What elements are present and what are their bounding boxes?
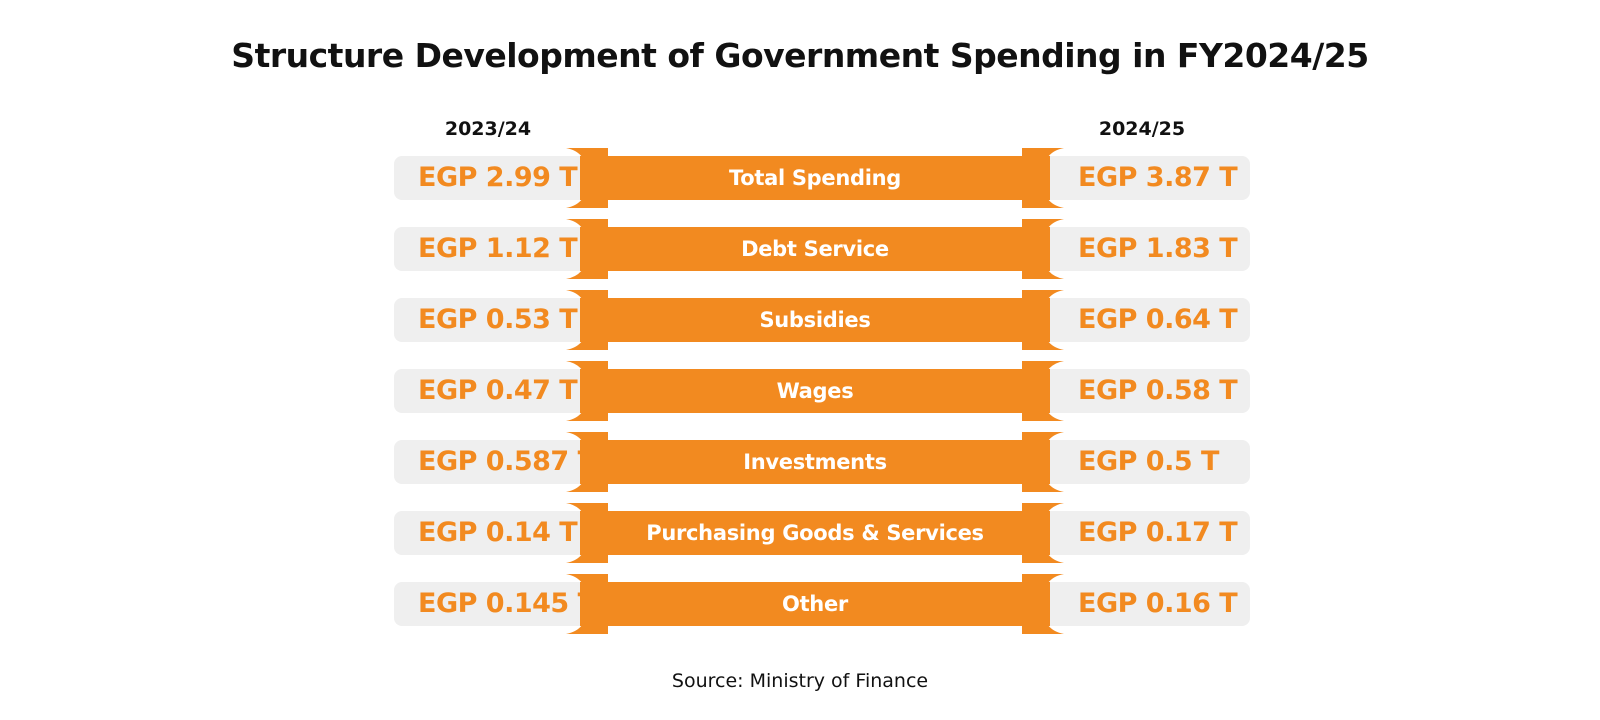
- band-end-cap-left: [566, 574, 608, 634]
- band-end-cap-left: [566, 219, 608, 279]
- category-band: [580, 440, 1050, 484]
- value-2024-25: EGP 0.5 T: [1078, 446, 1219, 477]
- category-band: [580, 582, 1050, 626]
- spending-row: EGP 1.12 T EGP 1.83 T Debt Service: [0, 217, 1600, 279]
- category-band: [580, 369, 1050, 413]
- category-band: [580, 156, 1050, 200]
- band-end-cap-right: [1022, 219, 1064, 279]
- category-label: Investments: [743, 450, 887, 474]
- value-2024-25: EGP 0.17 T: [1078, 517, 1238, 548]
- category-label: Wages: [776, 379, 854, 403]
- source-note: Source: Ministry of Finance: [671, 670, 929, 692]
- category-label: Total Spending: [728, 166, 902, 190]
- category-label: Debt Service: [741, 237, 889, 261]
- category-band: [580, 298, 1050, 342]
- band-end-cap-left: [566, 432, 608, 492]
- spending-row: EGP 0.587 T EGP 0.5 T Investments: [0, 430, 1600, 492]
- value-2023-24: EGP 0.14 T: [418, 517, 578, 548]
- category-band: [580, 227, 1050, 271]
- value-2024-25: EGP 1.83 T: [1078, 233, 1238, 264]
- value-pill-2024-25: [1030, 369, 1250, 413]
- value-2023-24: EGP 0.53 T: [418, 304, 578, 335]
- category-label: Subsidies: [759, 308, 871, 332]
- spending-row: EGP 0.145 T EGP 0.16 T Other: [0, 572, 1600, 634]
- value-2024-25: EGP 3.87 T: [1078, 162, 1238, 193]
- value-pill-2024-25: [1030, 298, 1250, 342]
- spending-row: EGP 0.14 T EGP 0.17 T Purchasing Goods & S…: [0, 501, 1600, 563]
- band-end-cap-left: [566, 361, 608, 421]
- value-2024-25: EGP 0.64 T: [1078, 304, 1238, 335]
- band-end-cap-left: [566, 148, 608, 208]
- column-header-2023-24: 2023/24: [444, 118, 532, 140]
- value-pill-2024-25: [1030, 156, 1250, 200]
- category-label: Other: [782, 592, 848, 616]
- spending-row: EGP 0.53 T EGP 0.64 T Subsidies: [0, 288, 1600, 350]
- value-2023-24: EGP 1.12 T: [418, 233, 578, 264]
- value-2024-25: EGP 0.16 T: [1078, 588, 1238, 619]
- value-2024-25: EGP 0.58 T: [1078, 375, 1238, 406]
- band-end-cap-left: [566, 503, 608, 563]
- band-end-cap-right: [1022, 574, 1064, 634]
- band-end-cap-right: [1022, 503, 1064, 563]
- column-header-2024-25: 2024/25: [1098, 118, 1186, 140]
- band-end-cap-right: [1022, 361, 1064, 421]
- value-pill-2024-25: [1030, 582, 1250, 626]
- band-end-cap-right: [1022, 148, 1064, 208]
- band-end-cap-right: [1022, 290, 1064, 350]
- band-end-cap-right: [1022, 432, 1064, 492]
- chart-title: Structure Development of Government Spen…: [231, 36, 1369, 75]
- spending-row: EGP 2.99 T EGP 3.87 T Total Spending: [0, 146, 1600, 208]
- spending-row: EGP 0.47 T EGP 0.58 T Wages: [0, 359, 1600, 421]
- category-band: [580, 511, 1050, 555]
- value-2023-24: EGP 0.47 T: [418, 375, 578, 406]
- value-2023-24: EGP 0.145 T: [418, 588, 596, 619]
- category-label: Purchasing Goods & Services: [646, 521, 984, 545]
- value-pill-2024-25: [1030, 511, 1250, 555]
- band-end-cap-left: [566, 290, 608, 350]
- value-2023-24: EGP 2.99 T: [418, 162, 578, 193]
- value-2023-24: EGP 0.587 T: [418, 446, 596, 477]
- value-pill-2024-25: [1030, 227, 1250, 271]
- value-pill-2024-25: [1030, 440, 1250, 484]
